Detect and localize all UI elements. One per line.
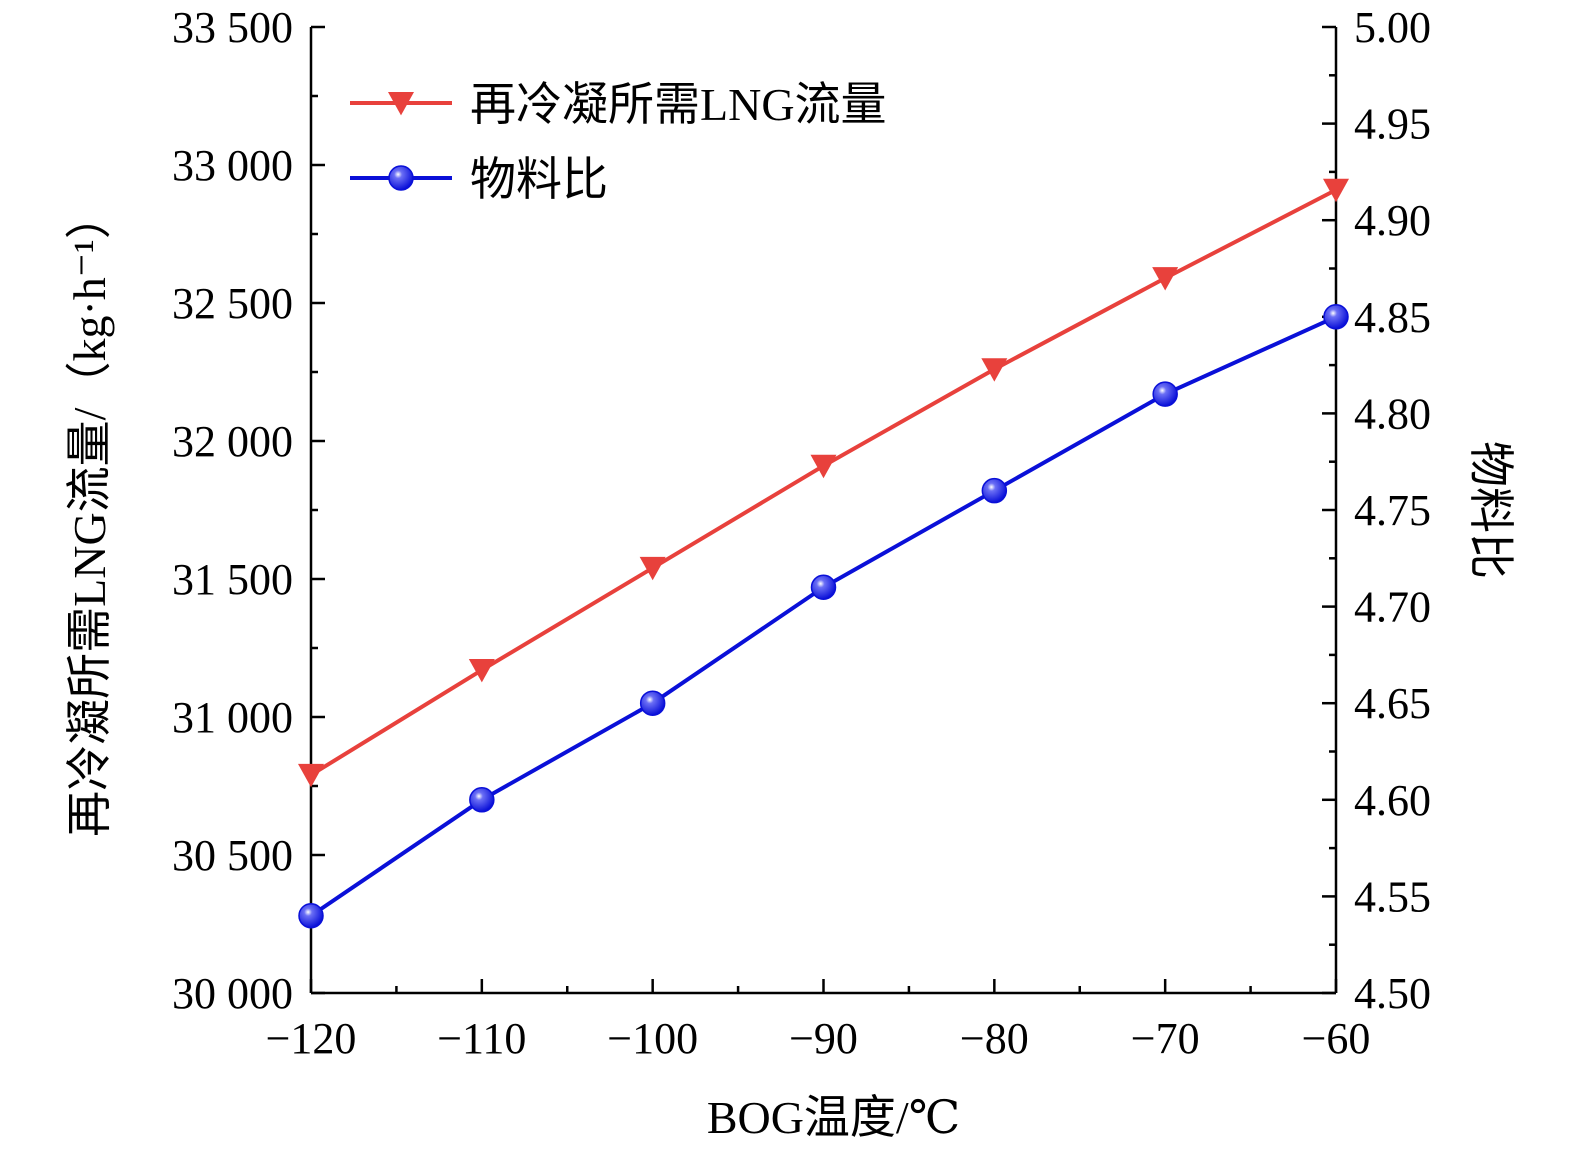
material-ratio-data-point [981,477,1008,504]
y-right-tick-label: 4.65 [1354,679,1431,728]
y-left-tick-label: 33 500 [172,3,293,52]
material-ratio-data-point [639,690,666,716]
lng-flow-data-point [810,454,837,479]
legend-swatch-marker [388,91,414,116]
material-ratio-series-line [309,314,1337,918]
y-left-tick-label: 30 000 [172,969,293,1018]
x-tick-label: −80 [960,1014,1029,1063]
material-ratio-data-point [1323,304,1349,330]
x-tick-label: −110 [437,1014,526,1063]
y-right-tick-label: 4.95 [1354,100,1431,149]
x-tick-label: −60 [1302,1014,1371,1063]
lng-flow-data-point [298,763,324,788]
x-axis-title: BOG温度/℃ [707,1092,960,1143]
x-tick-label: −100 [607,1014,698,1063]
material-ratio-data-point [810,574,837,601]
y-left-tick-label: 32 000 [172,417,293,466]
lng-flow-data-point [1323,178,1349,203]
x-tick-label: −120 [266,1014,357,1063]
x-tick-label: −90 [789,1014,858,1063]
x-tick-label: −70 [1131,1014,1200,1063]
lng-flow-data-point [981,358,1008,382]
y-axis-left-title: 再冷凝所需LNG流量/（kg·h⁻¹） [64,193,115,837]
legend-swatch-marker [388,165,414,191]
y-right-tick-label: 4.55 [1354,872,1431,921]
y-left-tick-label: 30 500 [172,831,293,880]
series-layer [298,178,1349,929]
y-axis-right-title: 物料比 [1465,441,1516,579]
axes-layer: −120 −110 −100 −90 −80 −70 −60 30 000 30 500 31 0… [172,3,1431,1063]
material-ratio-data-point [298,902,324,929]
y-right-tick-label: 4.60 [1354,776,1431,825]
y-right-tick-label: 4.75 [1354,486,1431,535]
y-right-tick-label: 4.70 [1354,583,1431,632]
y-right-tick-label: 4.50 [1354,969,1431,1018]
y-left-tick-label: 32 500 [172,279,293,328]
y-left-tick-label: 31 500 [172,555,293,604]
material-ratio-data-point [469,787,495,813]
lng-flow-series-line [309,188,1337,777]
legend-label: 物料比 [470,154,608,205]
y-right-tick-label: 4.90 [1354,196,1431,245]
y-right-tick-label: 4.85 [1354,293,1431,342]
lng-flow-data-point [1152,267,1179,291]
y-left-tick-label: 33 000 [172,141,293,190]
legend-label: 再冷凝所需LNG流量 [470,79,887,130]
y-right-tick-label: 4.80 [1354,389,1431,438]
lng-flow-data-point [639,556,666,581]
y-left-tick-label: 31 000 [172,693,293,742]
lng-flow-data-point [468,659,495,683]
material-ratio-data-point [1152,381,1178,407]
y-right-tick-label: 5.00 [1354,3,1431,52]
